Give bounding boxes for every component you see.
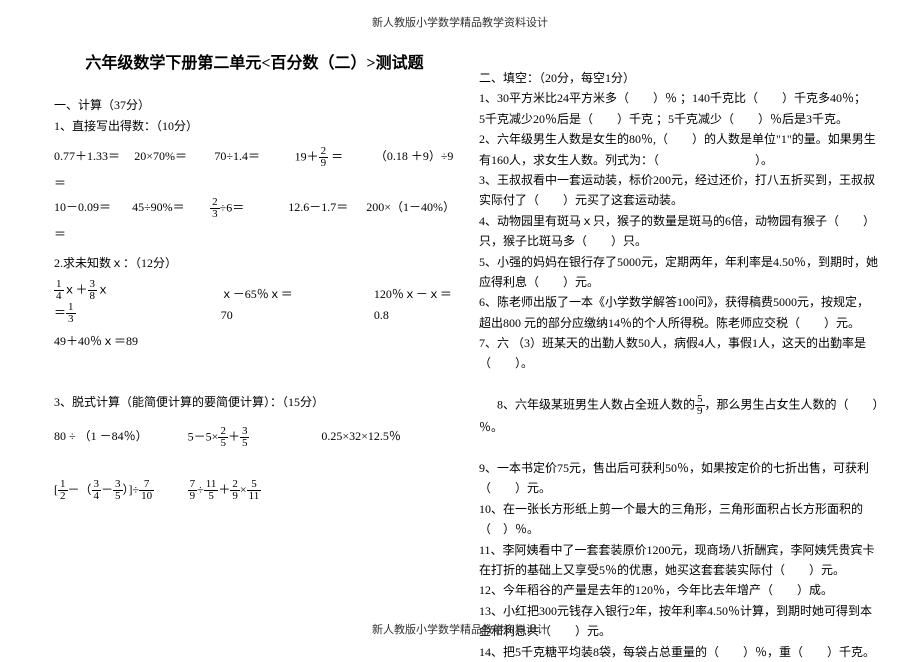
simplify-b: 5－5×25＋35 [188,426,322,449]
fill-q1: 1、30平方米比24平方米多（ ）％ ；140千克比（ ）千克多40％； [479,88,880,108]
equation-3: 120％ｘ－ｘ＝0.8 [374,284,455,325]
page-body: 六年级数学下册第二单元<百分数（二）>测试题 一、计算（37分） 1、直接写出得… [54,40,880,611]
fill-q7: 7、六 （3）班某天的出勤人数50人，病假4人，事假1人，这天的出勤率是（ ）。 [479,333,880,374]
equation-row: 14ｘ＋38ｘ＝13 ｘ－65％ｘ＝70 120％ｘ－ｘ＝0.8 [54,279,455,325]
calc-item: 200×（1－40%） [366,197,455,220]
fill-q4: 4、动物园里有斑马ｘ只，猴子的数量是斑马的6倍，动物园有猴子（ ）只，猴子比斑马… [479,211,880,252]
simplify-c: 0.25×32×12.5％ [321,426,455,449]
simplify-e: 79÷115＋29×511 [188,479,322,502]
fill-q10: 10、在一张长方形纸上剪一个最大的三角形，三角形面积占长方形面积的（ ）％。 [479,499,880,540]
calc-item: 45÷90%＝ [132,197,210,220]
calc-row-1-trail: ＝ [54,173,455,193]
fill-q3: 3、王叔叔看中一套运动装，标价200元，经过还价，打八五折买到，王叔叔实际付了（… [479,170,880,211]
calc-item: （0.18 ＋9）÷9 [375,146,455,169]
fill-q5: 5、小强的妈妈在银行存了5000元，定期两年，年利率是4.50％，到期时，她应得… [479,252,880,293]
simplify-row-2: [12－（34－35）]÷710 79÷115＋29×511 [54,479,455,502]
fill-q11: 11、李阿姨看中了一套套装原价1200元，现商场八折酬宾，李阿姨凭贵宾卡在打折的… [479,540,880,581]
calc-row-1: 0.77＋1.33＝ 20×70%＝ 70÷1.4＝ 19＋29 ＝ （0.18… [54,146,455,169]
fill-q2: 2、六年级男生人数是女生的80％,（ ）的人数是单位"1"的量。如果男生有160… [479,129,880,170]
right-column: 二、填空：（20分，每空1分） 1、30平方米比24平方米多（ ）％ ；140千… [479,40,880,611]
calc-item: 19＋29 ＝ [295,146,375,169]
section-2-heading: 二、填空：（20分，每空1分） [479,68,880,88]
calc-row-2-trail: ＝ [54,224,455,244]
document-title: 六年级数学下册第二单元<百分数（二）>测试题 [54,50,455,77]
simplify-row-1: 80 ÷ （1 －84％） 5－5×25＋35 0.25×32×12.5％ [54,426,455,449]
section-1-heading: 一、计算（37分） [54,95,455,115]
simplify-d: [12－（34－35）]÷710 [54,479,188,502]
fill-q6: 6、陈老师出版了一本《小学数学解答100问》，获得稿费5000元，按规定，超出8… [479,292,880,333]
page-footer: 新人教版小学数学精品教学资料设计 [0,621,920,637]
simplify-a: 80 ÷ （1 －84％） [54,426,188,449]
fill-q12: 12、今年稻谷的产量是去年的120％，今年比去年增产（ ）成。 [479,580,880,600]
fill-q14: 14、把5千克糖平均装8袋，每袋占总重量的（ ）％，重（ ）千克。 [479,642,880,662]
left-column: 六年级数学下册第二单元<百分数（二）>测试题 一、计算（37分） 1、直接写出得… [54,40,455,611]
calc-item: 10－0.09＝ [54,197,132,220]
equation-4: 49＋40％ｘ＝89 [54,331,455,351]
calc-item: 70÷1.4＝ [214,146,294,169]
calc-row-2: 10－0.09＝ 45÷90%＝ 23÷6＝ 12.6－1.7＝ 200×（1－… [54,197,455,220]
page-header: 新人教版小学数学精品教学资料设计 [0,14,920,30]
prob-2-heading: 2.求未知数ｘ：（12分） [54,253,455,273]
calc-item: 0.77＋1.33＝ [54,146,134,169]
prob-3-heading: 3、脱式计算（能简便计算的要简便计算）：（15分） [54,392,455,412]
calc-item: 20×70%＝ [134,146,214,169]
fill-q1b: 5千克减少20％后是（ ）千克 ；5千克减少（ ）％后是3千克。 [479,109,880,129]
equation-2: ｘ－65％ｘ＝70 [221,284,294,325]
calc-item: 23÷6＝ [210,197,288,220]
fill-q9: 9、一本书定价75元，售出后可获利50％，如果按定价的七折出售，可获利（ ）元。 [479,458,880,499]
calc-item: 12.6－1.7＝ [288,197,366,220]
prob-1-heading: 1、直接写出得数：（10分） [54,116,455,136]
fill-q8: 8、六年级某班男生人数占全班人数的59，那么男生占女生人数的（ ）％。 [479,374,880,458]
equation-1: 14ｘ＋38ｘ＝13 [54,279,121,325]
